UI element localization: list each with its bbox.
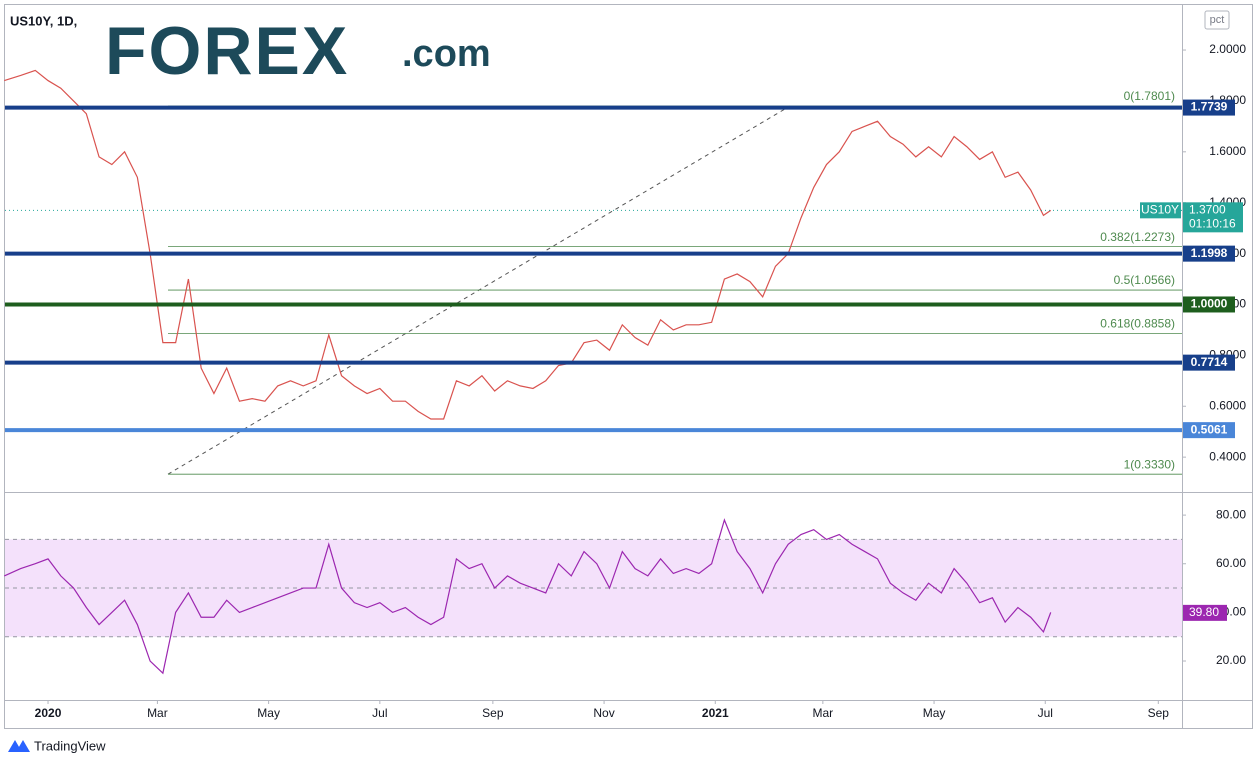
unit-label[interactable]: pct [1210, 14, 1225, 26]
last-value-box [1183, 604, 1227, 621]
logo-brand: FOREX [105, 13, 349, 89]
y-tick-label: 20.00 [1216, 653, 1246, 667]
y-tick-label: 0.6000 [1209, 398, 1246, 412]
y-tick-label: 1.6000 [1209, 144, 1246, 158]
x-tick-label: Jul [1038, 706, 1053, 720]
symbol-title: US10Y, 1D, [10, 13, 77, 28]
last-price-box [1183, 202, 1243, 233]
fib-label: 1(0.3330) [1124, 457, 1175, 471]
x-tick-label: Jul [372, 706, 387, 720]
x-tick-label: Mar [147, 706, 168, 720]
x-tick-label: Nov [593, 706, 614, 720]
last-value: 39.80 [1189, 605, 1219, 619]
footer-brand: TradingView [34, 738, 106, 753]
level-label: 1.0000 [1191, 297, 1228, 311]
logo-suffix: .com [402, 33, 491, 75]
rsi-band [5, 539, 1182, 637]
fib-label: 0.5(1.0566) [1114, 273, 1175, 287]
level-label: 1.1998 [1191, 246, 1228, 260]
tradingview-icon [8, 740, 30, 752]
x-tick-label: 2021 [702, 706, 729, 720]
symbol-tag: US10Y [1141, 203, 1179, 217]
level-label-box [1183, 99, 1235, 116]
x-tick-label: May [923, 706, 946, 720]
fib-label: 0.382(1.2273) [1100, 230, 1175, 244]
level-label-box [1183, 296, 1235, 313]
y-tick-label: 0.4000 [1209, 449, 1246, 463]
frame [4, 4, 1253, 729]
x-tick-label: Mar [813, 706, 834, 720]
y-tick-label: 80.00 [1216, 507, 1246, 521]
level-label: 0.5061 [1191, 422, 1228, 436]
series-line [4, 518, 1052, 675]
symbol-tag-box [1140, 202, 1181, 219]
x-tick-label: Sep [482, 706, 504, 720]
level-label-box [1183, 245, 1235, 262]
unit-box[interactable] [1204, 10, 1230, 30]
x-tick-label: May [257, 706, 280, 720]
countdown: 01:10:16 [1189, 217, 1236, 231]
x-tick-label: Sep [1148, 706, 1170, 720]
x-tick-label: 2020 [35, 706, 62, 720]
series-line [4, 69, 1052, 420]
y-tick-label: 60.00 [1216, 556, 1246, 570]
level-label-box [1183, 422, 1235, 439]
level-label: 1.7739 [1191, 100, 1228, 114]
fib-label: 0(1.7801) [1124, 89, 1175, 103]
level-label: 0.7714 [1191, 355, 1228, 369]
y-tick-label: 2.0000 [1209, 42, 1246, 56]
last-price: 1.3700 [1189, 203, 1226, 217]
level-label-box [1183, 354, 1235, 371]
fib-label: 0.618(0.8858) [1100, 317, 1175, 331]
